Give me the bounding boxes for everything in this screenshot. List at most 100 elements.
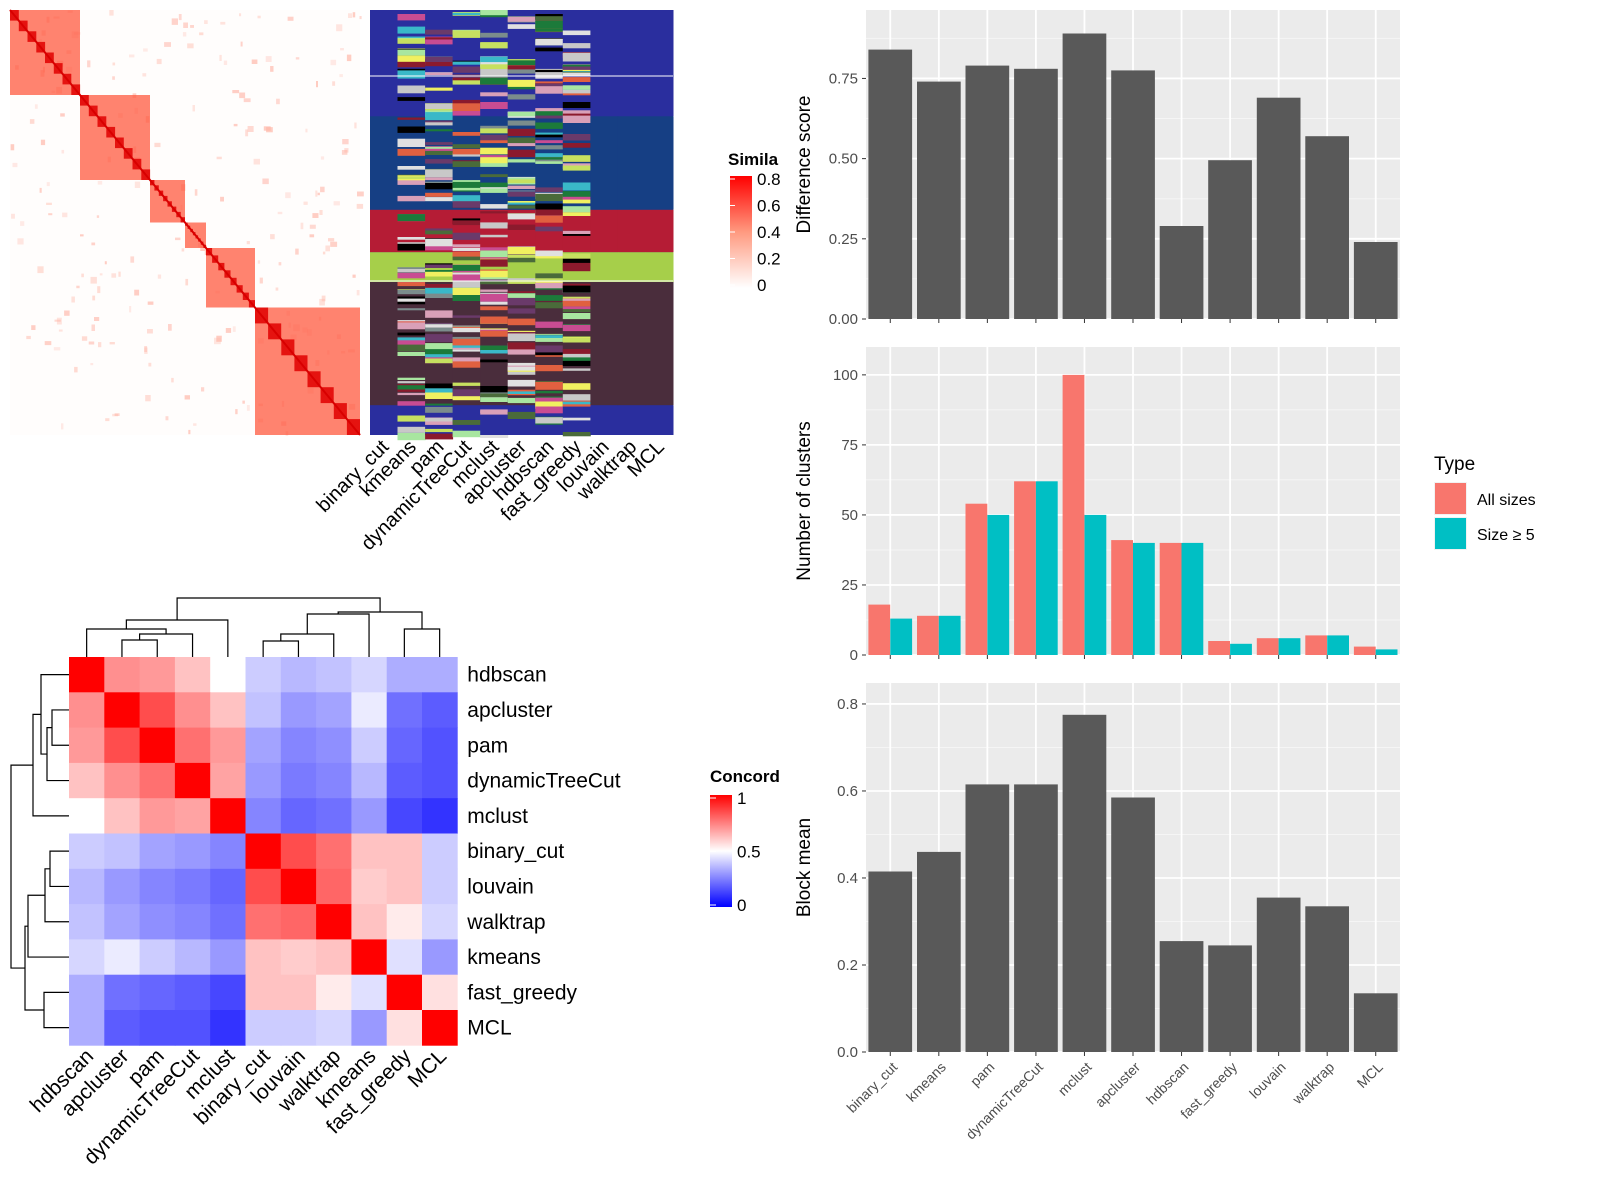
membership-stripe xyxy=(507,397,536,404)
membership-band xyxy=(590,116,619,210)
similarity-speckle xyxy=(34,104,38,109)
membership-stripe xyxy=(397,401,426,406)
similarity-speckle xyxy=(46,182,50,187)
similarity-speckle xyxy=(54,319,61,322)
similarity-speckle xyxy=(240,41,243,47)
concordance-cell xyxy=(174,868,211,905)
membership-stripe xyxy=(452,30,481,38)
bar xyxy=(1305,136,1349,319)
membership-stripe xyxy=(480,42,509,49)
membership-stripe xyxy=(535,321,564,328)
bar-all-sizes xyxy=(868,604,891,655)
concordance-cell xyxy=(139,1010,176,1046)
concordance-cell xyxy=(386,939,423,976)
membership-stripe xyxy=(535,282,564,289)
membership-stripe xyxy=(480,174,509,178)
similarity-speckle xyxy=(220,196,224,202)
membership-band xyxy=(645,209,674,253)
concordance-cell xyxy=(69,833,105,870)
x-tick-label: pam xyxy=(967,1059,998,1090)
membership-stripe xyxy=(535,83,564,87)
similarity-speckle xyxy=(37,266,44,274)
membership-band xyxy=(370,405,398,435)
similarity-speckle xyxy=(184,395,190,400)
membership-stripe xyxy=(425,103,454,109)
membership-stripe xyxy=(425,56,454,62)
concordance-cell xyxy=(69,939,105,976)
concordance-cell xyxy=(210,868,246,905)
concordance-cell xyxy=(245,798,282,834)
similarity-speckle xyxy=(92,295,96,301)
bar xyxy=(1062,33,1107,319)
membership-stripe xyxy=(507,120,536,126)
similarity-speckle xyxy=(321,295,326,302)
membership-stripe xyxy=(452,107,481,116)
similarity-speckle xyxy=(246,405,250,411)
membership-stripe xyxy=(562,258,591,265)
membership-stripe xyxy=(397,337,426,343)
similarity-speckle xyxy=(342,139,349,145)
similarity-speckle xyxy=(81,336,88,341)
concordance-cell xyxy=(386,657,423,693)
membership-stripe xyxy=(507,391,536,394)
membership-stripe xyxy=(480,182,509,190)
concordance-cell xyxy=(139,657,176,693)
concordance-cell xyxy=(422,904,458,940)
membership-stripe xyxy=(480,162,509,167)
concordance-cell xyxy=(316,798,352,834)
dendrogram-link xyxy=(176,597,381,620)
y-tick-label: 0.25 xyxy=(829,231,858,248)
similarity-speckle xyxy=(333,201,340,206)
similarity-speckle xyxy=(87,60,91,68)
similarity-speckle xyxy=(98,342,102,348)
membership-band xyxy=(370,209,398,253)
bar xyxy=(917,81,961,319)
bar xyxy=(1353,993,1398,1052)
membership-stripe xyxy=(562,182,591,191)
membership-stripe xyxy=(425,406,454,413)
similarity-speckle xyxy=(319,298,325,306)
membership-stripe xyxy=(425,403,454,406)
concordance-cell xyxy=(69,868,105,905)
membership-stripe xyxy=(535,256,564,259)
membership-stripe xyxy=(425,150,454,155)
membership-stripe xyxy=(480,386,509,394)
concordance-row-label: walktrap xyxy=(466,911,545,934)
membership-stripe xyxy=(562,110,591,117)
membership-stripe xyxy=(480,345,509,350)
membership-stripe xyxy=(507,24,536,29)
membership-stripe xyxy=(397,332,426,336)
similarity-speckle xyxy=(64,310,70,316)
membership-stripe xyxy=(397,243,426,251)
membership-stripe xyxy=(452,201,481,208)
bar-size-ge-5 xyxy=(1035,481,1058,655)
membership-stripe xyxy=(562,143,591,148)
concordance-cell xyxy=(280,939,317,976)
similarity-speckle xyxy=(239,92,246,99)
membership-stripe xyxy=(452,232,481,240)
membership-stripe xyxy=(507,149,536,158)
concordance-row-label: apcluster xyxy=(467,699,552,722)
similarity-speckle xyxy=(325,245,330,252)
similarity-speckle xyxy=(112,76,115,80)
concordance-cell xyxy=(316,904,352,940)
membership-stripe xyxy=(535,28,564,32)
membership-stripe xyxy=(452,103,481,111)
membership-stripe xyxy=(425,324,454,328)
bar xyxy=(965,784,1010,1052)
concordance-cell xyxy=(174,727,211,764)
membership-stripe xyxy=(425,287,454,294)
similarity-speckle xyxy=(129,54,135,58)
concordance-cells xyxy=(69,657,458,1046)
membership-stripe xyxy=(480,102,509,109)
concordance-cell xyxy=(351,692,388,728)
membership-stripe xyxy=(507,202,536,205)
similarity-speckle xyxy=(276,98,280,105)
membership-stripe xyxy=(425,428,454,433)
concordance-legend-tick-label: 0.5 xyxy=(737,843,761,862)
similarity-speckle xyxy=(309,224,316,229)
concordance-row-label: pam xyxy=(467,734,508,757)
membership-stripe xyxy=(397,272,426,279)
membership-stripe xyxy=(452,244,481,248)
similarity-speckle xyxy=(109,342,115,345)
